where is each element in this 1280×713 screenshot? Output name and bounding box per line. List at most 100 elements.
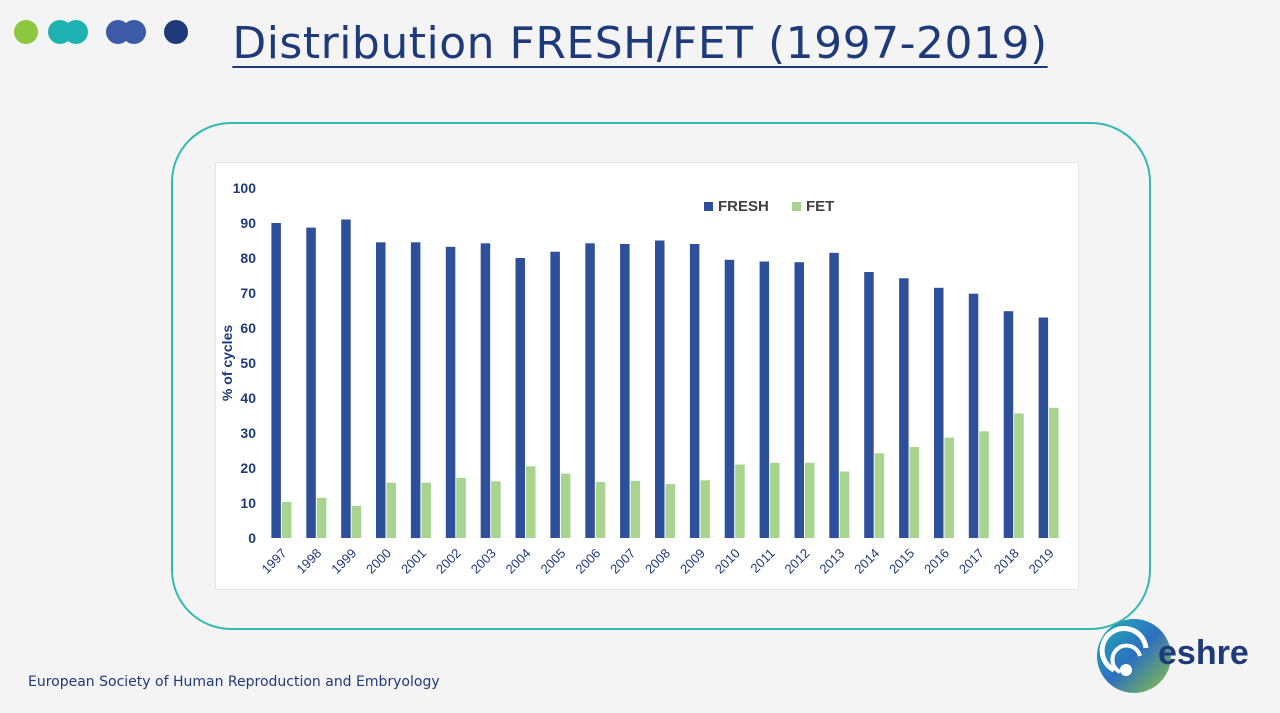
bar-fresh-2002 xyxy=(445,246,456,539)
bar-fresh-2010 xyxy=(724,259,735,539)
y-axis-label: % of cycles xyxy=(219,325,235,401)
bar-fet-2013 xyxy=(839,471,850,538)
bar-fet-1997 xyxy=(281,501,292,538)
x-tick-label: 2012 xyxy=(782,546,813,577)
chart-area: 0 10 20 30 40 50 60 70 80 90 100 1997 1998 1999 2000 2… xyxy=(215,162,1079,590)
bar-fet-2015 xyxy=(909,447,920,538)
bar-fet-2006 xyxy=(595,482,606,538)
bar-fresh-1998 xyxy=(306,227,316,538)
bar-fresh-2007 xyxy=(620,244,630,538)
bar-fet-2002 xyxy=(456,477,466,538)
x-tick-label: 2005 xyxy=(537,546,568,577)
bar-fresh-2003 xyxy=(480,243,491,539)
y-tick-label: 50 xyxy=(240,355,256,371)
x-tick-label: 2019 xyxy=(1026,546,1057,577)
dot-green xyxy=(14,20,38,44)
bar-fresh-2015 xyxy=(899,278,909,538)
x-tick-label: 2017 xyxy=(956,546,987,577)
x-tick-label: 2007 xyxy=(607,546,638,577)
y-tick-label: 80 xyxy=(240,250,256,266)
y-tick-label: 0 xyxy=(248,530,256,546)
legend-swatch-fresh xyxy=(704,202,713,211)
bar-fet-2016 xyxy=(944,437,954,538)
bar-fresh-2004 xyxy=(515,258,525,538)
legend-swatch-fet xyxy=(792,202,801,211)
bar-fet-2018 xyxy=(1014,413,1024,538)
x-tick-label: 2006 xyxy=(572,546,603,577)
x-tick-label: 2009 xyxy=(677,546,708,577)
x-tick-label: 2010 xyxy=(712,546,743,577)
y-tick-label: 100 xyxy=(233,180,257,196)
slide-title: Distribution FRESH/FET (1997-2019) xyxy=(232,18,1048,69)
x-tick-label: 2011 xyxy=(747,546,777,576)
y-tick-label: 30 xyxy=(240,425,256,441)
x-tick-label: 2003 xyxy=(468,546,499,577)
bar-fet-2012 xyxy=(805,462,815,539)
y-tick-label: 10 xyxy=(240,495,256,511)
bar-fresh-1999 xyxy=(341,219,351,538)
footer-organization: European Society of Human Reproduction a… xyxy=(28,674,440,690)
bar-fresh-2016 xyxy=(934,287,944,539)
x-axis: 1997 1998 1999 2000 2001 2002 2003 2004 2005 2006… xyxy=(258,546,1056,577)
dot-navy xyxy=(164,20,188,44)
eshre-logo: eshre xyxy=(1096,618,1256,696)
logo-text: eshre xyxy=(1158,634,1249,672)
x-tick-label: 1999 xyxy=(328,546,359,577)
bar-fresh-2006 xyxy=(585,243,595,539)
x-tick-label: 1998 xyxy=(293,546,324,577)
bar-fet-2009 xyxy=(700,480,710,539)
legend: FRESH FET xyxy=(704,198,834,215)
bar-fet-2004 xyxy=(526,466,536,539)
bar-fresh-2008 xyxy=(655,240,665,538)
x-tick-label: 2004 xyxy=(503,546,534,577)
y-tick-label: 70 xyxy=(240,285,256,301)
bar-fet-2001 xyxy=(421,482,431,538)
bar-fresh-2001 xyxy=(410,242,421,539)
bar-fresh-2017 xyxy=(968,293,979,538)
bar-fet-2017 xyxy=(979,431,989,539)
y-tick-label: 20 xyxy=(240,460,256,476)
bar-fresh-2018 xyxy=(1003,311,1014,538)
bar-fresh-2014 xyxy=(864,272,874,538)
bar-fet-1999 xyxy=(351,505,362,538)
bars xyxy=(271,219,1059,539)
bar-fet-2005 xyxy=(560,473,571,538)
bar-fresh-2011 xyxy=(759,261,770,538)
x-tick-label: 2001 xyxy=(398,546,429,577)
x-tick-label: 2014 xyxy=(851,546,882,577)
bar-fet-2019 xyxy=(1049,407,1059,538)
y-tick-label: 90 xyxy=(240,215,256,231)
legend-label-fresh: FRESH xyxy=(718,198,769,215)
bar-fet-2003 xyxy=(491,481,501,538)
x-tick-label: 2013 xyxy=(816,546,847,577)
bar-fresh-2009 xyxy=(689,244,700,538)
bar-fet-2011 xyxy=(770,462,780,539)
x-tick-label: 2002 xyxy=(433,546,464,577)
y-tick-label: 40 xyxy=(240,390,256,406)
bar-fresh-2013 xyxy=(829,252,839,539)
bar-fet-2000 xyxy=(386,482,396,538)
x-tick-label: 2018 xyxy=(991,546,1022,577)
logo-mark-icon xyxy=(1097,619,1171,693)
x-tick-label: 2008 xyxy=(642,546,673,577)
x-tick-label: 2000 xyxy=(363,546,394,577)
bar-fresh-2012 xyxy=(794,262,804,538)
bar-fet-2007 xyxy=(630,480,641,538)
bar-fet-2014 xyxy=(874,453,885,538)
dot-teal-2 xyxy=(64,20,88,44)
bar-fet-2010 xyxy=(735,464,745,538)
bar-fresh-2000 xyxy=(376,242,386,539)
bar-fresh-2005 xyxy=(550,251,560,538)
dot-blue-2 xyxy=(122,20,146,44)
y-tick-label: 60 xyxy=(240,320,256,336)
bar-fet-1998 xyxy=(316,497,327,539)
x-tick-label: 2015 xyxy=(886,546,917,577)
y-axis: 0 10 20 30 40 50 60 70 80 90 100 xyxy=(233,180,257,546)
x-tick-label: 2016 xyxy=(921,546,952,577)
x-tick-label: 1997 xyxy=(258,546,289,577)
legend-label-fet: FET xyxy=(806,198,834,215)
bar-fet-2008 xyxy=(665,484,675,538)
chart-frame xyxy=(171,122,1151,630)
bar-fresh-1997 xyxy=(271,223,281,538)
